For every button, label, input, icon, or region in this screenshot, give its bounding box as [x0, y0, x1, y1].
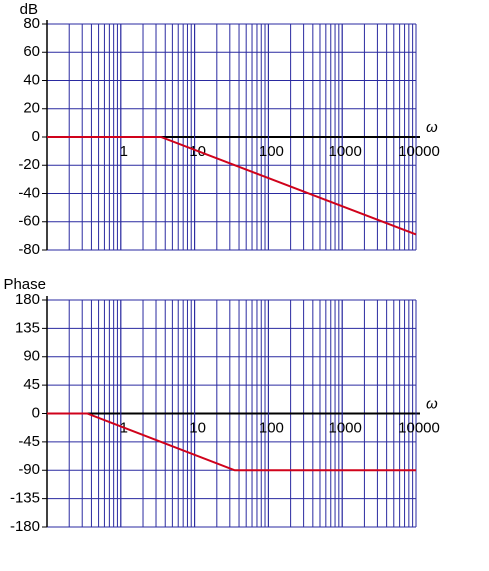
x-tick-label: 10000 — [398, 419, 440, 436]
x-tick-label: 100 — [259, 143, 284, 160]
x-tick-label: 100 — [259, 419, 284, 436]
y-axis-label: dB — [20, 1, 38, 18]
y-tick-label: -90 — [18, 461, 40, 478]
y-tick-label: -60 — [18, 213, 40, 230]
x-tick-label: 1000 — [329, 143, 362, 160]
y-tick-label: -80 — [18, 241, 40, 258]
y-tick-label: -40 — [18, 184, 40, 201]
x-tick-label: 1000 — [329, 419, 362, 436]
y-tick-label: -180 — [10, 518, 40, 535]
y-tick-label: 0 — [32, 128, 40, 145]
y-tick-label: -45 — [18, 433, 40, 450]
y-tick-label: 80 — [23, 15, 40, 32]
y-tick-label: 60 — [23, 43, 40, 60]
x-tick-label: 1 — [120, 143, 128, 160]
y-tick-label: -20 — [18, 156, 40, 173]
y-axis-label: Phase — [3, 276, 46, 293]
y-tick-label: -135 — [10, 490, 40, 507]
y-tick-label: 20 — [23, 100, 40, 117]
y-tick-label: 40 — [23, 71, 40, 88]
data-line — [47, 412, 416, 472]
x-tick-label: 10 — [189, 419, 206, 436]
y-tick-label: 135 — [15, 319, 40, 336]
y-tick-label: 45 — [23, 376, 40, 393]
data-line — [47, 136, 417, 236]
y-tick-label: 180 — [15, 291, 40, 308]
x-axis-label: ω — [426, 395, 438, 412]
y-tick-label: 0 — [32, 404, 40, 421]
x-axis-label: ω — [426, 119, 438, 136]
y-tick-label: 90 — [23, 348, 40, 365]
x-tick-label: 10000 — [398, 143, 440, 160]
